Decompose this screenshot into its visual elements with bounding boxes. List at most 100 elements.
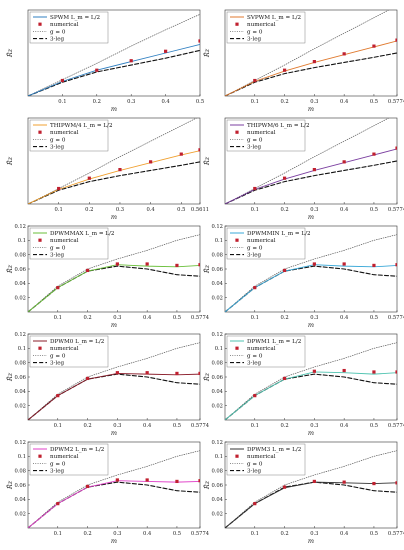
legend-label: 3-leg <box>50 469 65 475</box>
numerical-marker <box>395 146 397 150</box>
numerical-marker <box>342 262 346 266</box>
g0-series-line <box>28 13 200 96</box>
legend-marker-swatch <box>235 130 239 134</box>
numerical-marker <box>282 176 287 180</box>
x-tick-label: 0.3 <box>113 315 121 321</box>
x-tick-label: 0.3 <box>310 423 318 429</box>
numerical-marker <box>198 479 200 483</box>
y-axis-label: R̂z <box>6 264 14 274</box>
g0-series-line <box>225 10 390 96</box>
x-tick-label: 0.5774 <box>388 207 404 213</box>
plot-data <box>225 342 397 420</box>
numerical-marker <box>85 484 90 489</box>
y-tick-label: 0.04 <box>211 497 223 503</box>
x-tick-label: 0.1 <box>54 531 62 537</box>
x-tick-label: 0.1 <box>251 207 259 213</box>
plot-data <box>225 450 397 528</box>
x-tick-label: 0.3 <box>310 315 318 321</box>
numerical-marker <box>282 485 287 489</box>
legend-marker-swatch <box>235 454 239 458</box>
numerical-marker <box>253 394 257 398</box>
numerical-marker <box>179 152 183 156</box>
y-axis-label: R̂z <box>203 48 211 58</box>
y-tick-label: 0.08 <box>14 468 26 474</box>
plot-data <box>28 450 200 528</box>
legend-label: 3-leg <box>50 253 65 259</box>
chart-panel-5: 0.1 0.2 0.3 0.4 0.5 0.5774 0.02 0.04 0.06 0.08 0.1… <box>6 224 210 329</box>
x-tick-label: 0.2 <box>280 99 288 105</box>
legend-marker-swatch <box>38 130 42 134</box>
main-series-line <box>28 43 200 96</box>
y-tick-label: 0.08 <box>211 360 223 366</box>
x-tick-label: 0.5611 <box>191 207 209 213</box>
numerical-marker <box>372 263 376 268</box>
legend-marker-swatch <box>38 346 42 350</box>
numerical-marker <box>115 262 119 266</box>
numerical-marker <box>342 480 346 484</box>
plot-data <box>28 342 200 420</box>
x-tick-label: 0.2 <box>83 315 91 321</box>
x-axis-label: m <box>308 321 314 329</box>
plot-frame <box>27 117 201 205</box>
y-tick-label: 0.06 <box>14 483 26 489</box>
legend-label: g = 0 <box>247 137 263 143</box>
chart-panel-3: 0.1 0.2 0.3 0.4 0.5 0.5611 m R̂z THIPWM/4 L_m = … <box>6 117 209 221</box>
numerical-marker <box>253 286 257 290</box>
legend-label: DPWM0 L_m = L/2 <box>50 339 105 345</box>
legend-marker-swatch <box>235 346 239 350</box>
x-tick-label: 0.5 <box>370 531 378 537</box>
legend-label: g = 0 <box>50 353 66 359</box>
numerical-marker <box>198 263 200 267</box>
x-tick-label: 0.2 <box>93 99 101 105</box>
numerical-marker <box>149 160 153 164</box>
y-tick-label: 0.08 <box>14 252 26 258</box>
main-series-line <box>28 480 200 528</box>
y-tick-label: 0.1 <box>18 346 26 352</box>
numerical-marker <box>253 502 257 506</box>
y-tick-label: 0.06 <box>211 375 223 381</box>
legend-label: numerical <box>50 238 79 244</box>
y-tick-label: 0.04 <box>14 389 26 395</box>
x-axis-label: m <box>111 429 117 437</box>
numerical-marker <box>372 481 376 486</box>
y-tick-label: 0.12 <box>14 332 26 338</box>
legend-label: DPWM2 L_m = L/2 <box>50 447 105 453</box>
numerical-marker <box>312 168 316 172</box>
legend-marker-swatch <box>38 238 42 242</box>
three-leg-series-line <box>28 373 200 420</box>
numerical-marker <box>56 286 60 290</box>
y-tick-label: 0.1 <box>18 454 26 460</box>
x-axis-label: m <box>308 213 314 221</box>
three-leg-series-line <box>225 373 397 420</box>
x-tick-label: 0.4 <box>143 423 152 429</box>
numerical-marker <box>85 268 90 273</box>
main-series-line <box>28 264 200 312</box>
x-tick-label: 0.3 <box>116 207 124 213</box>
legend-label: DPWM1 L_m = L/2 <box>247 339 302 345</box>
y-tick-label: 0.04 <box>14 281 26 287</box>
y-tick-label: 0.04 <box>211 281 223 287</box>
x-tick-label: 0.4 <box>161 99 170 105</box>
x-tick-label: 0.3 <box>127 99 135 105</box>
numerical-marker <box>145 478 149 482</box>
numerical-marker <box>198 39 200 43</box>
legend-label: g = 0 <box>247 245 263 251</box>
main-series-line <box>225 264 397 312</box>
legend-label: DPWMMIN L_m = L/2 <box>247 231 311 237</box>
y-tick-label: 0.02 <box>14 403 26 409</box>
y-tick-label: 0.02 <box>211 295 223 301</box>
x-tick-label: 0.2 <box>280 531 288 537</box>
y-tick-label: 0.1 <box>215 346 223 352</box>
x-tick-label: 0.5 <box>177 207 185 213</box>
x-tick-label: 0.1 <box>54 315 62 321</box>
numerical-marker <box>342 52 346 56</box>
numerical-marker <box>395 370 397 374</box>
three-leg-series-line <box>28 481 200 528</box>
legend-marker-swatch <box>235 238 239 242</box>
x-tick-label: 0.2 <box>280 423 288 429</box>
x-tick-label: 0.5774 <box>388 423 404 429</box>
chart-panel-6: 0.1 0.2 0.3 0.4 0.5 0.5774 0.02 0.04 0.06 0.08 0.1… <box>203 224 404 329</box>
